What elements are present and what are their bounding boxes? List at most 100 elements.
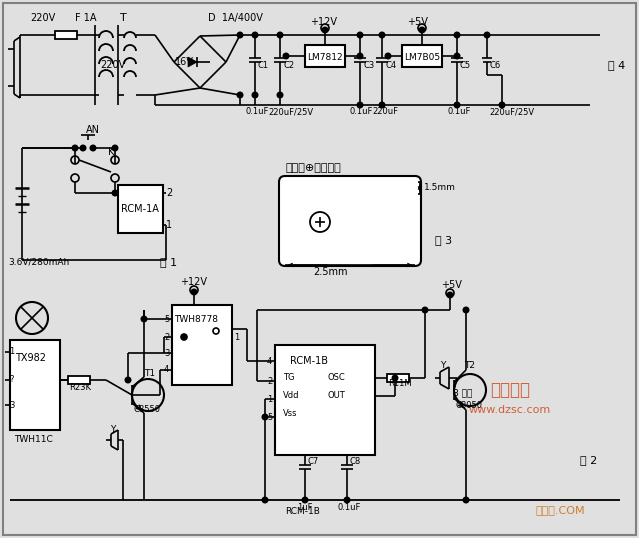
Text: OUT: OUT bbox=[327, 392, 345, 400]
Text: 图 2: 图 2 bbox=[580, 455, 597, 465]
Bar bbox=[10, 340, 60, 430]
Text: 220uF: 220uF bbox=[372, 108, 398, 117]
Text: R11M: R11M bbox=[388, 379, 412, 388]
Text: 4: 4 bbox=[164, 365, 169, 374]
Circle shape bbox=[422, 307, 427, 313]
Text: 2: 2 bbox=[164, 332, 169, 342]
Circle shape bbox=[357, 102, 363, 108]
Circle shape bbox=[237, 92, 243, 98]
Text: 1.5mm: 1.5mm bbox=[424, 183, 456, 193]
Text: 1: 1 bbox=[267, 394, 272, 404]
Text: C8550: C8550 bbox=[134, 405, 161, 414]
Text: ?: ? bbox=[9, 376, 13, 385]
Text: 220V: 220V bbox=[100, 60, 125, 70]
Text: Vdd: Vdd bbox=[283, 392, 300, 400]
Text: 3: 3 bbox=[164, 349, 169, 357]
Text: 图 3: 图 3 bbox=[435, 235, 452, 245]
Text: C5: C5 bbox=[460, 60, 471, 69]
Text: T: T bbox=[120, 13, 127, 23]
Text: C1: C1 bbox=[258, 60, 269, 69]
Text: www.dzsc.com: www.dzsc.com bbox=[469, 405, 551, 415]
Circle shape bbox=[379, 32, 385, 38]
Polygon shape bbox=[188, 57, 197, 67]
Text: T1: T1 bbox=[144, 369, 155, 378]
Text: TG: TG bbox=[283, 373, 295, 383]
Text: AN: AN bbox=[86, 125, 100, 135]
Text: 220uF/25V: 220uF/25V bbox=[268, 108, 313, 117]
Text: 接线图.COM: 接线图.COM bbox=[535, 505, 585, 515]
Text: LM7B05: LM7B05 bbox=[404, 53, 440, 61]
Bar bbox=[275, 345, 375, 455]
Text: D  1A/400V: D 1A/400V bbox=[208, 13, 263, 23]
Text: C4: C4 bbox=[385, 60, 396, 69]
Bar bbox=[305, 45, 345, 67]
Text: 220uF/25V: 220uF/25V bbox=[489, 108, 534, 117]
Text: 8 欧姆: 8 欧姆 bbox=[453, 388, 472, 398]
Circle shape bbox=[277, 32, 283, 38]
Text: C2: C2 bbox=[283, 60, 294, 69]
Circle shape bbox=[252, 92, 258, 98]
Text: +12V: +12V bbox=[180, 277, 207, 287]
Circle shape bbox=[262, 497, 268, 503]
Text: C6: C6 bbox=[490, 60, 501, 69]
Circle shape bbox=[463, 307, 469, 313]
Circle shape bbox=[379, 102, 385, 108]
Text: Y: Y bbox=[440, 360, 445, 370]
Bar bbox=[118, 185, 163, 233]
Circle shape bbox=[112, 145, 118, 151]
Text: 1uF: 1uF bbox=[297, 504, 312, 513]
Circle shape bbox=[357, 53, 363, 59]
Text: 杭州将睷科技有限公司: 杭州将睷科技有限公司 bbox=[288, 174, 350, 184]
Circle shape bbox=[344, 497, 350, 503]
Text: 0.1uF: 0.1uF bbox=[447, 108, 470, 117]
Circle shape bbox=[262, 414, 268, 420]
Circle shape bbox=[90, 145, 96, 151]
Text: OSC: OSC bbox=[327, 373, 345, 383]
Bar bbox=[68, 376, 90, 384]
Text: 2: 2 bbox=[166, 188, 173, 198]
Circle shape bbox=[322, 27, 328, 33]
Circle shape bbox=[484, 32, 490, 38]
FancyBboxPatch shape bbox=[279, 176, 421, 266]
Circle shape bbox=[181, 334, 187, 340]
Circle shape bbox=[125, 377, 131, 383]
Text: 2: 2 bbox=[267, 377, 272, 386]
Text: RCM-1B: RCM-1B bbox=[290, 356, 328, 366]
Text: LM7812: LM7812 bbox=[307, 53, 343, 61]
Bar bbox=[387, 374, 409, 382]
Circle shape bbox=[191, 289, 197, 295]
Text: +12V: +12V bbox=[310, 17, 337, 27]
Text: 3: 3 bbox=[9, 400, 14, 409]
Text: R23K: R23K bbox=[69, 383, 91, 392]
Text: 0.1uF: 0.1uF bbox=[337, 504, 360, 513]
Text: T2: T2 bbox=[464, 362, 475, 371]
Circle shape bbox=[81, 145, 86, 151]
Text: F 1A: F 1A bbox=[75, 13, 96, 23]
Circle shape bbox=[419, 27, 425, 33]
Text: C7: C7 bbox=[308, 457, 320, 466]
Text: 0.1uF: 0.1uF bbox=[245, 108, 268, 117]
Text: Vss: Vss bbox=[283, 409, 298, 419]
Text: 按图中⊕位置钒孔: 按图中⊕位置钒孔 bbox=[285, 163, 341, 173]
Text: 5: 5 bbox=[164, 315, 169, 323]
Circle shape bbox=[385, 53, 391, 59]
Text: TWH11C: TWH11C bbox=[14, 435, 53, 444]
Text: 3.6V/280mAh: 3.6V/280mAh bbox=[8, 258, 69, 266]
Text: 维库一下: 维库一下 bbox=[490, 381, 530, 399]
Text: 1: 1 bbox=[9, 348, 14, 357]
Circle shape bbox=[302, 497, 308, 503]
Circle shape bbox=[463, 497, 469, 503]
Bar bbox=[172, 305, 232, 385]
Text: RCM-1A: RCM-1A bbox=[121, 204, 159, 214]
Text: C8: C8 bbox=[350, 457, 361, 466]
Text: 图 1: 图 1 bbox=[160, 257, 177, 267]
Text: 2.5mm: 2.5mm bbox=[312, 267, 347, 277]
Circle shape bbox=[454, 102, 460, 108]
Circle shape bbox=[454, 53, 460, 59]
Circle shape bbox=[141, 316, 147, 322]
Text: +5V: +5V bbox=[441, 280, 462, 290]
Circle shape bbox=[499, 102, 505, 108]
Text: 0.1uF: 0.1uF bbox=[350, 108, 373, 117]
Circle shape bbox=[447, 292, 453, 298]
Circle shape bbox=[252, 32, 258, 38]
